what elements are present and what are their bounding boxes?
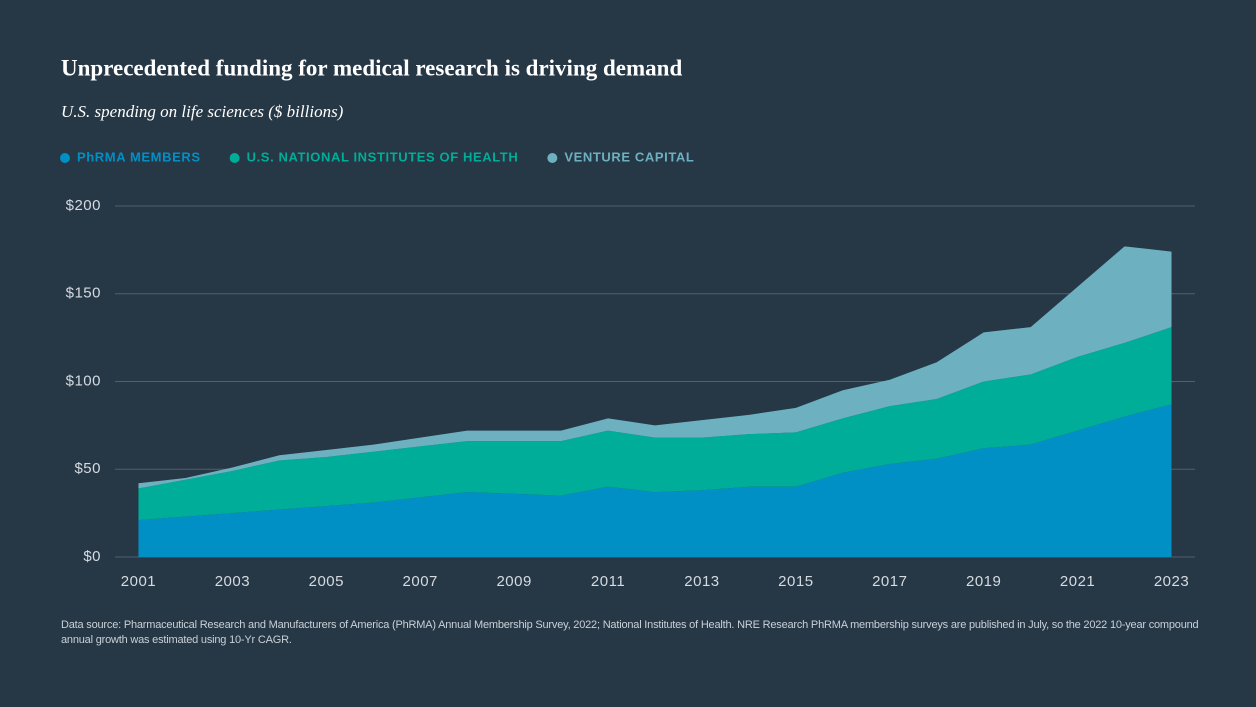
x-tick-label: 2019 [966,573,1001,590]
areas [138,246,1172,557]
y-tick-label: $50 [74,460,101,477]
y-tick-label: $0 [83,548,101,565]
x-tick-label: 2001 [121,573,156,590]
x-tick-label: 2009 [496,573,531,590]
area [138,327,1172,521]
x-tick-label: 2013 [684,573,719,590]
x-tick-label: 2023 [1154,573,1189,590]
legend-label: VENTURE CAPITAL [564,149,694,164]
area [138,246,1172,489]
chart-title: Unprecedented funding for medical resear… [61,55,682,80]
x-tick-label: 2011 [591,573,625,590]
x-tick-label: 2021 [1060,573,1095,590]
legend-marker [547,153,558,163]
y-tick-label: $200 [66,197,101,214]
chart-subtitle: U.S. spending on life sciences ($ billio… [61,102,344,121]
x-tick-label: 2007 [403,573,438,590]
legend-marker [229,153,240,163]
legend-marker [60,153,70,163]
x-tick-label: 2015 [778,573,813,590]
legend-label: PhRMA MEMBERS [77,149,201,164]
x-tick-label: 2017 [872,573,907,590]
area [138,404,1172,557]
y-tick-label: $150 [66,285,101,302]
y-tick-label: $100 [66,372,101,389]
legend-label: U.S. NATIONAL INSTITUTES OF HEALTH [247,149,519,164]
x-tick-label: 2003 [215,573,250,590]
source-note: Data source: Pharmaceutical Research and… [61,619,1199,646]
x-tick-label: 2005 [309,573,344,590]
